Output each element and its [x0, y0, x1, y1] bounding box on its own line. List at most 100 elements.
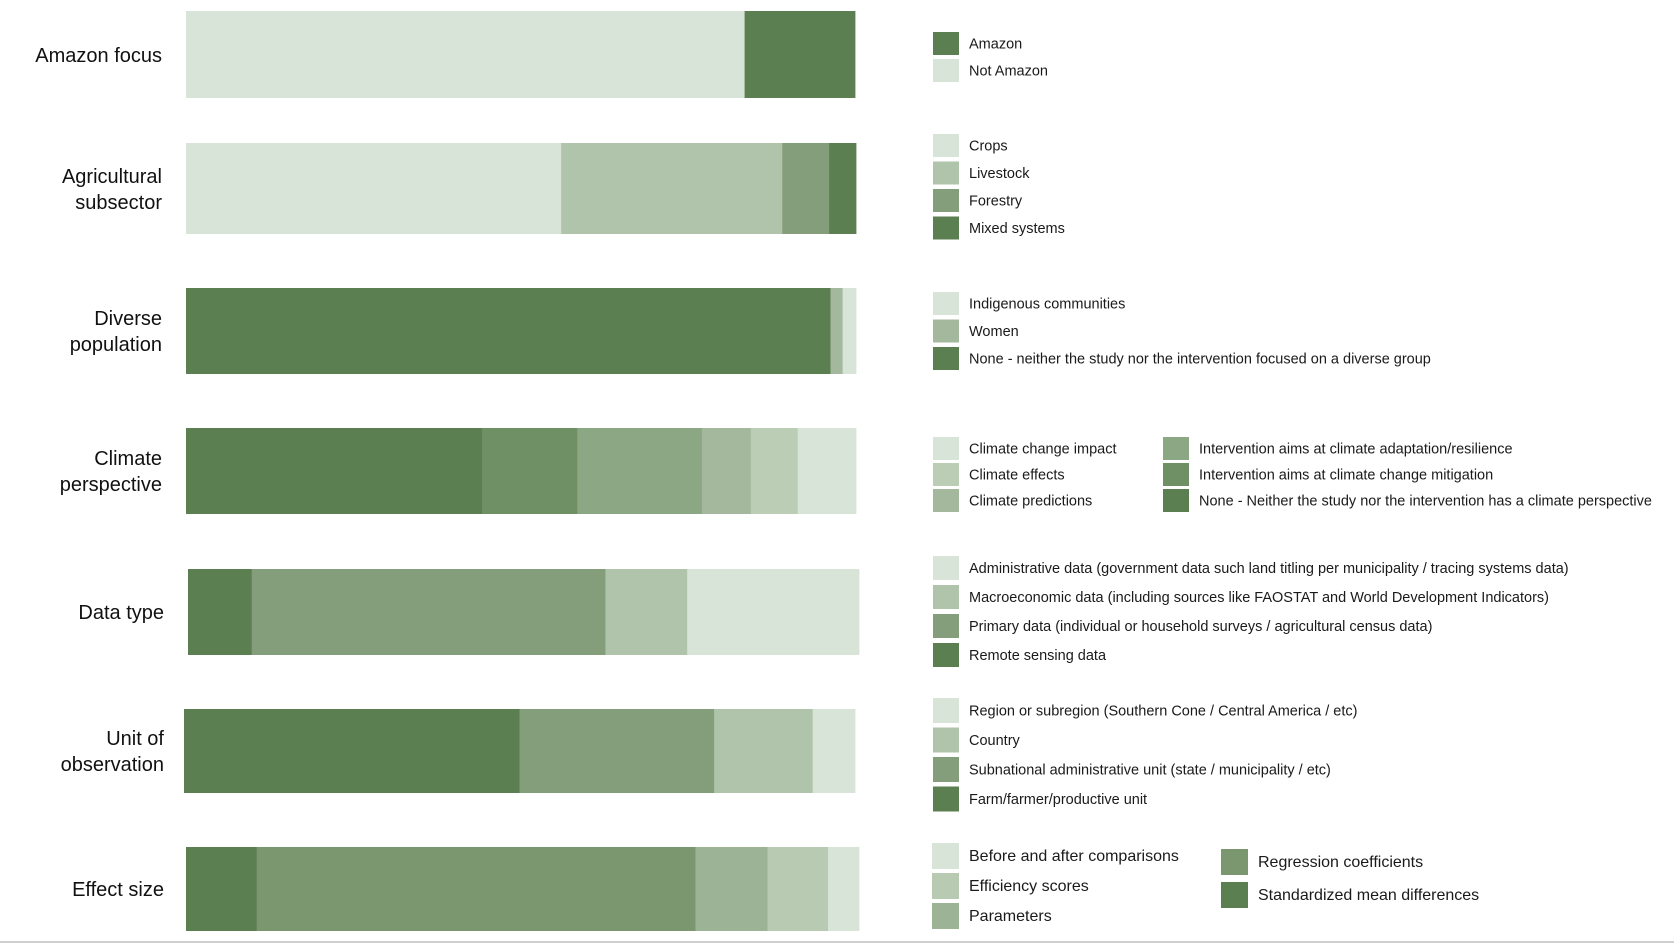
legend-label: Remote sensing data	[969, 648, 1107, 664]
legend-swatch	[933, 319, 959, 343]
legend-swatch	[933, 161, 959, 185]
bar-segment	[186, 428, 483, 514]
row-label: Diverse	[94, 308, 162, 330]
legend-swatch	[933, 556, 959, 580]
chart-row: Climate perspective Climate change impact C…	[60, 428, 1652, 514]
legend-label: Amazon	[969, 37, 1022, 53]
legend-label: Primary data (individual or household su…	[969, 619, 1432, 635]
legend-label: Subnational administrative unit (state /…	[969, 763, 1331, 779]
legend-label: Farm/farmer/productive unit	[969, 792, 1147, 808]
legend-label: Not Amazon	[969, 64, 1048, 80]
legend-swatch	[933, 614, 959, 638]
legend-swatch	[933, 463, 959, 486]
legend-swatch	[933, 757, 959, 782]
legend-swatch	[933, 189, 959, 212]
bar-segment	[701, 428, 752, 514]
bar-segment	[767, 847, 829, 931]
legend-swatch	[933, 727, 959, 753]
legend-label: Mixed systems	[969, 221, 1065, 237]
bar-segment	[842, 288, 857, 374]
legend-swatch	[1221, 882, 1248, 908]
bar-segment	[482, 428, 578, 514]
legend-label: Indigenous communities	[969, 297, 1125, 313]
bar-segment	[561, 143, 783, 234]
bar-segment	[186, 143, 562, 234]
legend-swatch	[933, 216, 959, 240]
legend-swatch	[933, 59, 959, 82]
legend-label: Crops	[969, 139, 1008, 155]
legend-swatch	[1163, 489, 1189, 512]
legend-label: Before and after comparisons	[969, 848, 1179, 865]
bar-segment	[186, 11, 745, 98]
legend-label: Efficiency scores	[969, 878, 1089, 895]
chart-row: Amazon focus Amazon Not Amazon	[35, 11, 1048, 98]
legend-swatch	[933, 786, 959, 812]
legend-swatch	[932, 903, 959, 929]
legend-swatch	[1221, 849, 1248, 875]
legend-swatch	[933, 134, 959, 157]
legend-label: Region or subregion (Southern Cone / Cen…	[969, 704, 1357, 720]
bar-segment	[695, 847, 768, 931]
legend-label: Livestock	[969, 166, 1030, 182]
legend-swatch	[933, 585, 959, 609]
row-label: Amazon focus	[35, 45, 162, 67]
bar-segment	[251, 569, 606, 655]
bar-segment	[687, 569, 860, 655]
bar-segment	[744, 11, 856, 98]
row-label: subsector	[75, 192, 162, 214]
legend-label: None - Neither the study nor the interve…	[1199, 494, 1652, 510]
chart-row: Effect size Before and after comparisons E…	[72, 843, 1479, 931]
row-label: Unit of	[106, 728, 164, 750]
legend-swatch	[1163, 437, 1189, 460]
bottom-border	[0, 941, 1674, 943]
chart-row: Diverse population Indigenous communities W…	[70, 288, 1431, 374]
chart-row: Unit of observation Region or subregion (S…	[61, 698, 1357, 812]
row-label: population	[70, 334, 162, 356]
bar-segment	[577, 428, 703, 514]
legend-label: None - neither the study nor the interve…	[969, 352, 1431, 368]
bar-segment	[714, 709, 814, 793]
legend-label: Climate change impact	[969, 442, 1117, 458]
legend-swatch	[933, 437, 959, 460]
legend-swatch	[933, 698, 959, 723]
bar-segment	[184, 709, 520, 793]
bar-segment	[186, 847, 258, 931]
legend-swatch	[933, 489, 959, 512]
legend-label: Climate predictions	[969, 494, 1092, 510]
bar-segment	[830, 288, 843, 374]
legend-label: Regression coefficients	[1258, 854, 1423, 871]
legend-swatch	[933, 643, 959, 667]
chart-row: Agricultural subsector Crops Livestock Fores…	[62, 134, 1065, 240]
legend-label: Administrative data (government data suc…	[969, 561, 1569, 577]
legend-label: Climate effects	[969, 468, 1065, 484]
bar-segment	[782, 143, 830, 234]
legend-label: Intervention aims at climate adaptation/…	[1199, 442, 1513, 458]
row-label: Climate	[94, 448, 162, 470]
bar-segment	[828, 847, 860, 931]
chart-row: Data type Administrative data (government…	[78, 556, 1569, 667]
bar-segment	[519, 709, 715, 793]
legend-swatch	[933, 32, 959, 55]
bar-segment	[186, 288, 831, 374]
row-label: observation	[61, 754, 164, 776]
legend-swatch	[932, 843, 959, 869]
bar-segment	[256, 847, 696, 931]
bar-segment	[797, 428, 857, 514]
bar-segment	[750, 428, 799, 514]
legend-swatch	[1163, 463, 1189, 486]
legend-label: Country	[969, 733, 1021, 749]
legend-label: Intervention aims at climate change miti…	[1199, 468, 1493, 484]
bar-segment	[188, 569, 253, 655]
bar-segment	[829, 143, 857, 234]
legend-label: Women	[969, 324, 1019, 340]
legend-label: Macroeconomic data (including sources li…	[969, 590, 1549, 606]
legend-swatch	[932, 873, 959, 899]
row-label: Effect size	[72, 879, 164, 901]
legend-swatch	[933, 347, 959, 370]
legend-label: Parameters	[969, 908, 1052, 925]
row-label: Agricultural	[62, 166, 162, 188]
bar-segment	[605, 569, 688, 655]
bar-segment	[812, 709, 856, 793]
row-label: perspective	[60, 474, 162, 496]
